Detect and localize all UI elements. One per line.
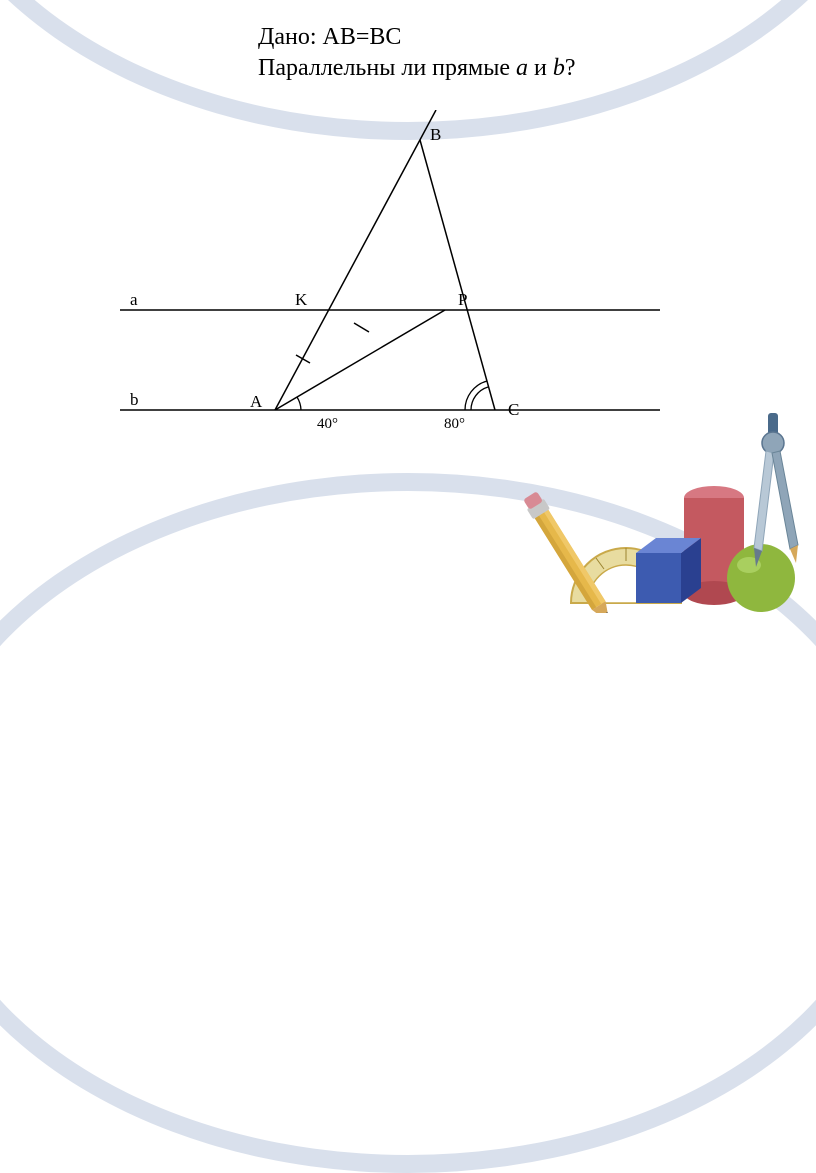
problem-statement: Дано: AB=BC Параллельны ли прямые a и b? bbox=[258, 22, 576, 84]
segment-AP bbox=[275, 310, 445, 410]
label-B: B bbox=[430, 125, 441, 144]
question-middle: и bbox=[528, 55, 553, 81]
angle-A-value: 40° bbox=[317, 416, 338, 432]
label-K: K bbox=[295, 290, 308, 309]
segment-AB-ext bbox=[275, 110, 436, 410]
given-label: Дано: bbox=[258, 24, 317, 50]
compass-icon bbox=[754, 413, 798, 567]
angle-arc-C-1 bbox=[471, 387, 488, 410]
label-a: a bbox=[130, 290, 138, 309]
geometry-diagram: a b A B C K P 40° 80° bbox=[100, 110, 680, 450]
segment-BC bbox=[420, 140, 495, 410]
sphere-icon bbox=[727, 544, 795, 612]
tick-AK bbox=[296, 355, 310, 363]
angle-C-value: 80° bbox=[444, 416, 465, 432]
question-suffix: ? bbox=[565, 55, 576, 81]
tick-KB bbox=[354, 323, 369, 332]
corner-illustration bbox=[516, 403, 816, 613]
line-b-name: b bbox=[553, 55, 565, 81]
condition: AB=BC bbox=[323, 24, 402, 50]
line-a-name: a bbox=[516, 55, 528, 81]
cube-icon bbox=[636, 538, 701, 603]
angle-arc-A bbox=[297, 397, 301, 410]
label-A: A bbox=[250, 392, 263, 411]
label-b: b bbox=[130, 390, 139, 409]
question-prefix: Параллельны ли прямые bbox=[258, 55, 516, 81]
label-P: P bbox=[458, 290, 467, 309]
